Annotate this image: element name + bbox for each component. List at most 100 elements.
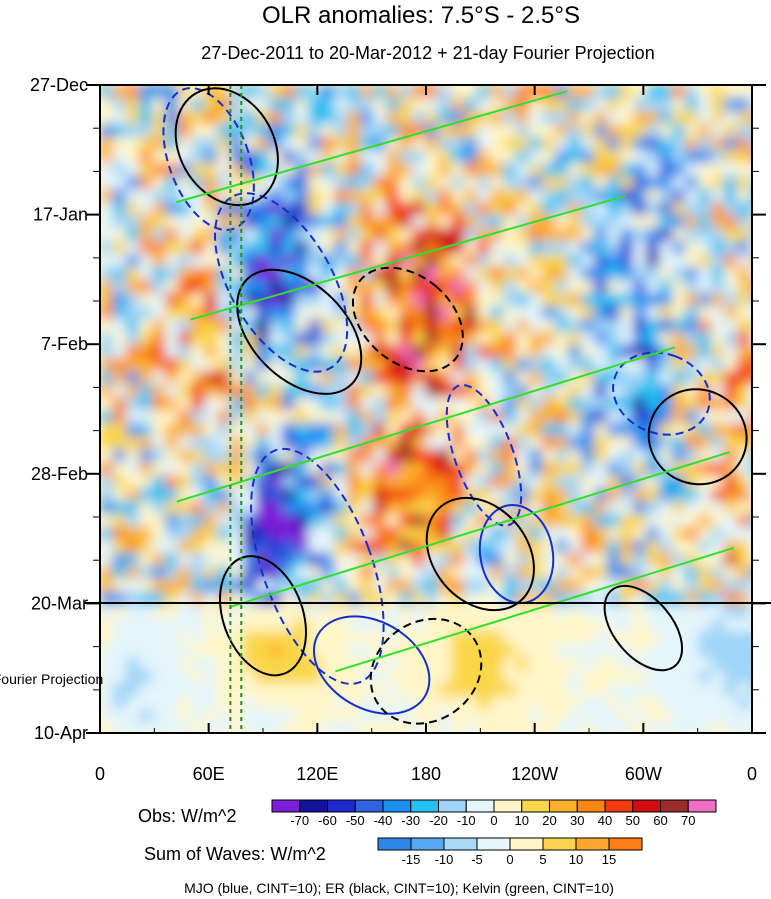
heat-cell (685, 423, 699, 437)
heat-cell (308, 241, 322, 255)
heat-cell (412, 280, 426, 294)
heat-cell (581, 436, 595, 450)
heat-cell (165, 384, 179, 398)
heat-cell (724, 683, 738, 697)
heat-cell (542, 202, 556, 216)
heat-cell (373, 462, 387, 476)
heat-cell (737, 488, 751, 502)
heat-cell (360, 540, 374, 554)
heat-cell (633, 124, 647, 138)
heat-cell (334, 241, 348, 255)
heat-cell (217, 579, 231, 593)
heat-cell (724, 436, 738, 450)
heat-cell (204, 579, 218, 593)
heat-cell (451, 540, 465, 554)
heat-cell (620, 540, 634, 554)
heat-cell (672, 319, 686, 333)
heat-cell (308, 137, 322, 151)
heat-cell (425, 527, 439, 541)
heat-cell (581, 696, 595, 710)
heat-cell (191, 449, 205, 463)
heat-cell (204, 163, 218, 177)
heat-cell (737, 332, 751, 346)
heat-cell (113, 644, 127, 658)
heat-cell (100, 618, 114, 632)
heat-cell (165, 462, 179, 476)
heat-cell (620, 631, 634, 645)
heat-cell (126, 670, 140, 684)
heat-cell (204, 150, 218, 164)
heat-cell (334, 605, 348, 619)
heat-cell (152, 683, 166, 697)
heat-cell (360, 605, 374, 619)
heat-cell (685, 657, 699, 671)
heat-cell (698, 85, 712, 99)
heat-cell (373, 475, 387, 489)
heat-cell (191, 293, 205, 307)
heat-cell (126, 150, 140, 164)
heat-cell (178, 475, 192, 489)
heat-cell (438, 527, 452, 541)
heat-cell (412, 566, 426, 580)
heat-cell (659, 410, 673, 424)
heat-cell (568, 85, 582, 99)
heat-cell (139, 475, 153, 489)
heat-cell (490, 709, 504, 723)
heat-cell (568, 423, 582, 437)
heat-cell (334, 358, 348, 372)
heat-cell (178, 709, 192, 723)
heat-cell (269, 722, 283, 733)
heat-cell (724, 280, 738, 294)
heat-cell (685, 670, 699, 684)
heat-cell (490, 644, 504, 658)
heat-cell (373, 371, 387, 385)
heat-cell (737, 345, 751, 359)
heat-cell (438, 475, 452, 489)
chart-subtitle: 27-Dec-2011 to 20-Mar-2012 + 21-day Four… (201, 43, 654, 63)
kelvin-contour (190, 195, 626, 321)
heat-cell (594, 228, 608, 242)
heat-cell (191, 384, 205, 398)
heat-cell (139, 397, 153, 411)
heat-cell (672, 709, 686, 723)
heat-cell (607, 683, 621, 697)
heat-cell (217, 85, 231, 99)
heat-cell (412, 657, 426, 671)
heat-cell (555, 449, 569, 463)
heat-cell (217, 267, 231, 281)
heat-cell (425, 332, 439, 346)
colorbar-label: -15 (402, 852, 421, 867)
heat-cell (698, 670, 712, 684)
heat-cell (594, 501, 608, 515)
heat-cell (425, 137, 439, 151)
heat-cell (191, 319, 205, 333)
heat-cell (529, 670, 543, 684)
heat-cell (256, 722, 270, 733)
heat-cell (451, 176, 465, 190)
heat-cell (386, 579, 400, 593)
heat-cell (542, 98, 556, 112)
y-tick-label: 7-Feb (41, 334, 88, 354)
heat-cell (477, 657, 491, 671)
heat-cell (698, 462, 712, 476)
heat-cell (737, 566, 751, 580)
heat-cell (737, 540, 751, 554)
heat-cell (672, 449, 686, 463)
heat-cell (165, 228, 179, 242)
heat-cell (633, 241, 647, 255)
mjo-contour (162, 87, 255, 231)
heat-cell (659, 319, 673, 333)
heat-cell (113, 631, 127, 645)
heat-cell (464, 696, 478, 710)
heat-cell (503, 215, 517, 229)
heat-cell (152, 319, 166, 333)
heat-cell (269, 514, 283, 528)
heat-cell (490, 670, 504, 684)
heat-cell (568, 566, 582, 580)
heat-cell (581, 280, 595, 294)
heat-cell (555, 280, 569, 294)
heat-cell (594, 397, 608, 411)
heat-cell (581, 527, 595, 541)
colorbar-swatch (327, 799, 356, 813)
heat-cell (243, 605, 257, 619)
